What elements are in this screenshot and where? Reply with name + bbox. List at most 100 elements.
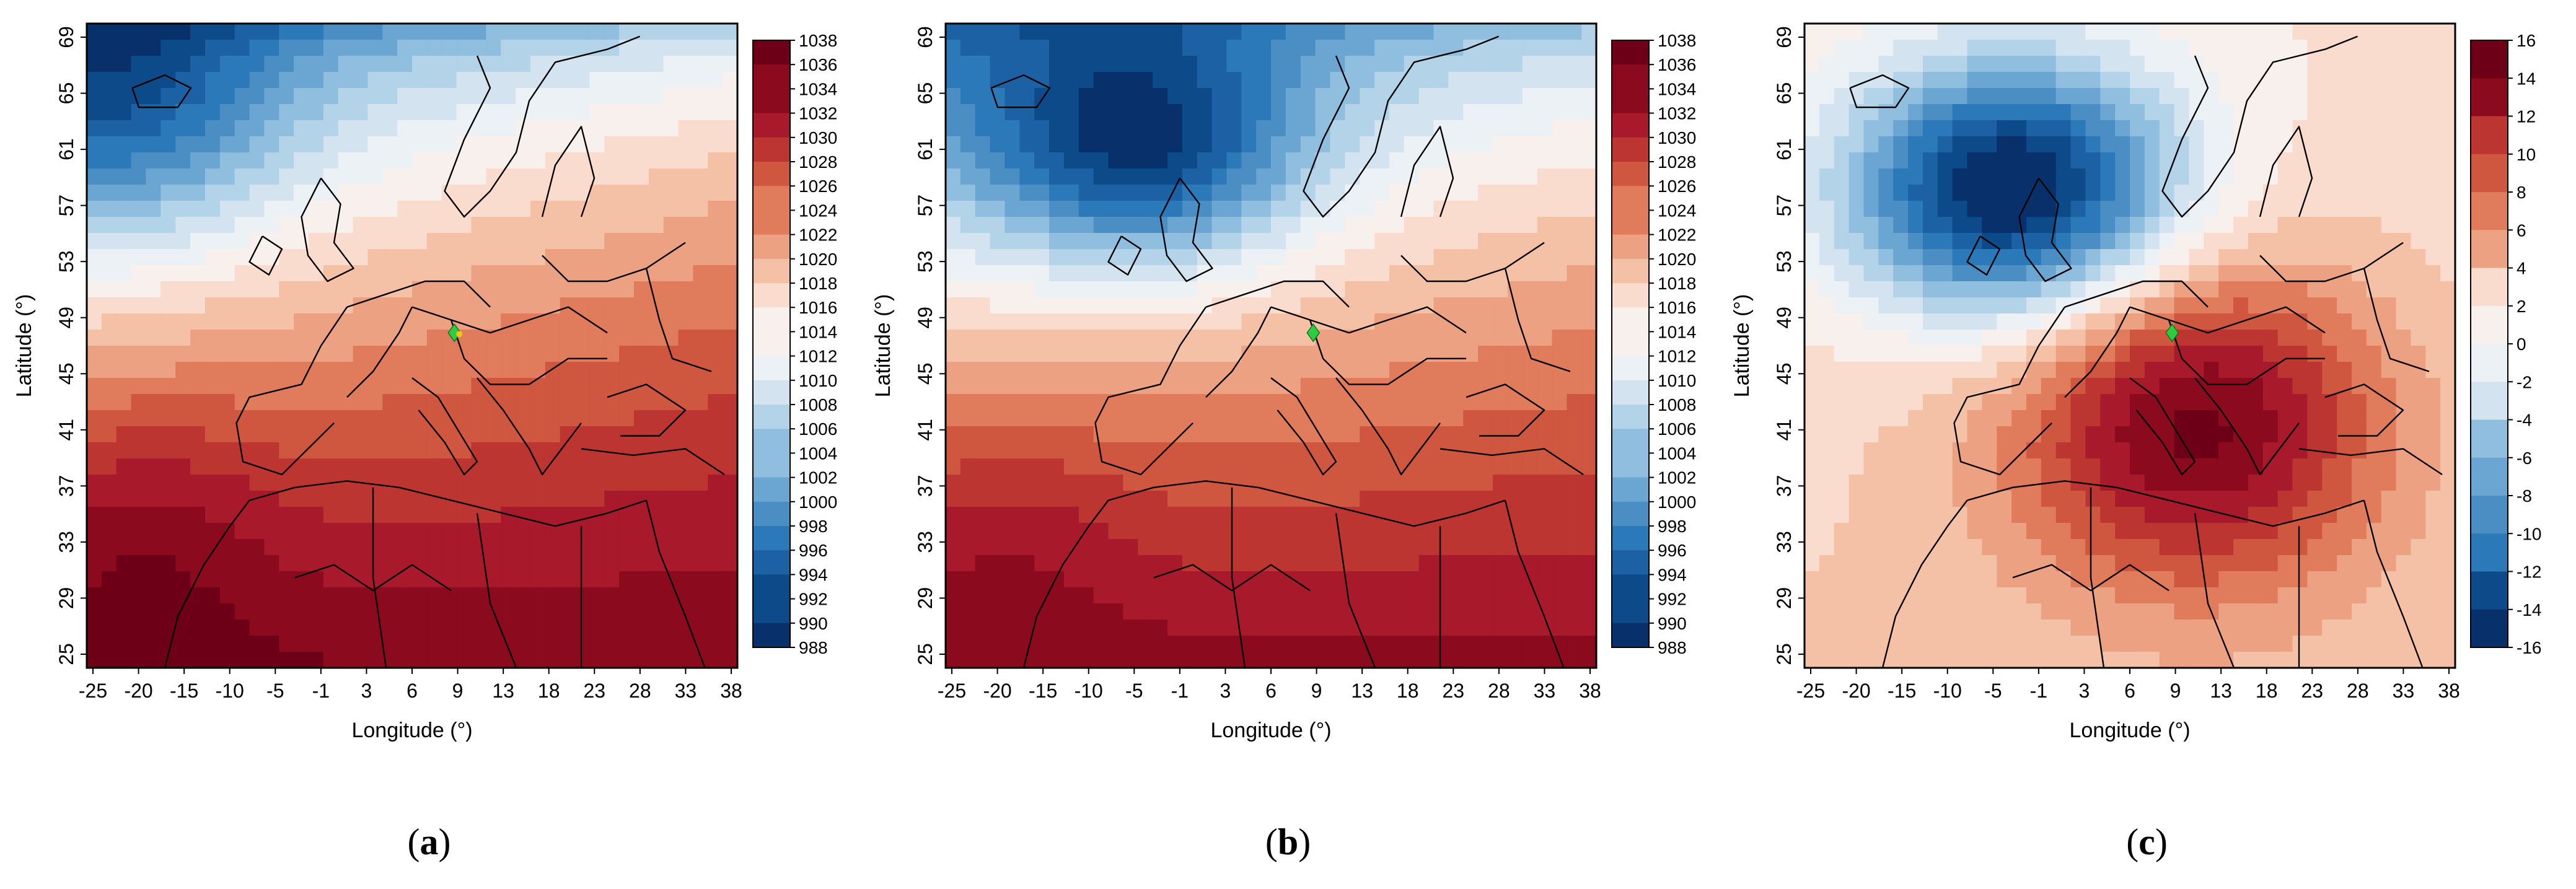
field-cell (1805, 56, 1820, 72)
field-cell (1433, 346, 1449, 362)
field-cell (1908, 410, 1923, 427)
field-cell (2055, 265, 2072, 282)
field-cell (1463, 458, 1479, 475)
field-cell (1967, 104, 1982, 121)
x-tick-label: 3 (361, 680, 372, 702)
field-cell (204, 185, 221, 201)
field-cell (1167, 378, 1183, 395)
field-cell (1418, 40, 1435, 56)
field-cell (1478, 523, 1493, 540)
field-cell (382, 426, 398, 443)
field-cell (1271, 185, 1286, 201)
field-cell (1078, 378, 1094, 395)
field-cell (1819, 104, 1835, 121)
field-cell (1522, 652, 1538, 668)
field-cell (160, 346, 176, 362)
field-cell (1552, 652, 1567, 668)
field-cell (338, 281, 354, 298)
field-cell (1418, 169, 1435, 185)
field-cell (975, 603, 991, 620)
field-cell (1285, 185, 1301, 201)
field-cell (1345, 169, 1360, 185)
field-cell (1360, 362, 1375, 379)
field-cell (723, 265, 738, 282)
field-cell (589, 539, 605, 556)
field-cell (367, 88, 383, 105)
field-cell (1819, 378, 1835, 395)
field-cell (2070, 104, 2086, 121)
field-cell (708, 523, 723, 540)
field-cell (1004, 40, 1020, 56)
field-cell (708, 330, 723, 346)
x-axis-ticks: -25 -20 -15 -10 -5 -1 3 6 9 13 18 23 28 33 38 (79, 668, 742, 702)
field-cell (648, 378, 664, 395)
field-cell (1805, 426, 1820, 443)
field-cell (1271, 587, 1286, 604)
field-cell (338, 217, 354, 234)
field-cell (1463, 636, 1479, 652)
field-cell (175, 442, 191, 459)
field-cell (116, 587, 132, 604)
field-cell (574, 571, 590, 588)
field-cell (1878, 346, 1894, 362)
field-cell (1581, 104, 1597, 121)
field-cell (1123, 507, 1138, 523)
field-cell (946, 507, 961, 523)
field-cell (426, 636, 442, 652)
field-cell (279, 458, 294, 475)
field-cell (1908, 442, 1923, 459)
field-cell (353, 249, 369, 266)
field-cell (1241, 475, 1257, 491)
field-cell (219, 297, 235, 314)
x-tick-label: 13 (492, 680, 514, 702)
field-cell (1063, 136, 1079, 153)
field-cell (2011, 249, 2027, 266)
field-cell (116, 313, 132, 330)
field-cell (486, 410, 501, 427)
field-cell (160, 426, 176, 443)
field-cell (975, 362, 991, 379)
field-cell (1197, 636, 1213, 652)
field-cell (146, 378, 161, 395)
field-cell (1167, 24, 1183, 40)
field-cell (1167, 120, 1183, 137)
field-cell (294, 555, 309, 572)
field-cell (545, 346, 561, 362)
colorbar-segment (753, 234, 790, 260)
field-cell (2144, 169, 2160, 185)
field-cell (412, 233, 428, 250)
field-cell (1908, 281, 1923, 298)
field-cell (101, 555, 117, 572)
field-cell (338, 442, 354, 459)
field-cell (1226, 120, 1242, 137)
field-cell (146, 652, 161, 668)
field-cell (604, 475, 620, 491)
field-cell (456, 410, 472, 427)
field-cell (486, 152, 501, 169)
field-cell (279, 442, 294, 459)
field-cell (1138, 346, 1153, 362)
field-cell (1360, 571, 1375, 588)
field-cell (367, 507, 383, 523)
field-cell (1004, 297, 1020, 314)
field-cell (1093, 555, 1109, 572)
field-cell (1182, 249, 1198, 266)
field-cell (1182, 152, 1198, 169)
field-cell (2026, 169, 2042, 185)
field-cell (101, 442, 117, 459)
field-cell (1819, 88, 1835, 105)
field-cell (219, 636, 235, 652)
field-cell (1049, 636, 1065, 652)
field-cell (619, 120, 635, 137)
field-cell (308, 281, 324, 298)
colorbar-tick-label: 992 (1658, 590, 1687, 609)
field-cell (1848, 539, 1865, 556)
field-cell (1834, 458, 1850, 475)
field-cell (1093, 539, 1109, 556)
field-cell (1078, 426, 1094, 443)
field-cell (1374, 523, 1390, 540)
field-cell (308, 40, 324, 56)
field-cell (1805, 169, 1820, 185)
field-cell (2070, 201, 2086, 217)
field-cell (1537, 378, 1553, 395)
